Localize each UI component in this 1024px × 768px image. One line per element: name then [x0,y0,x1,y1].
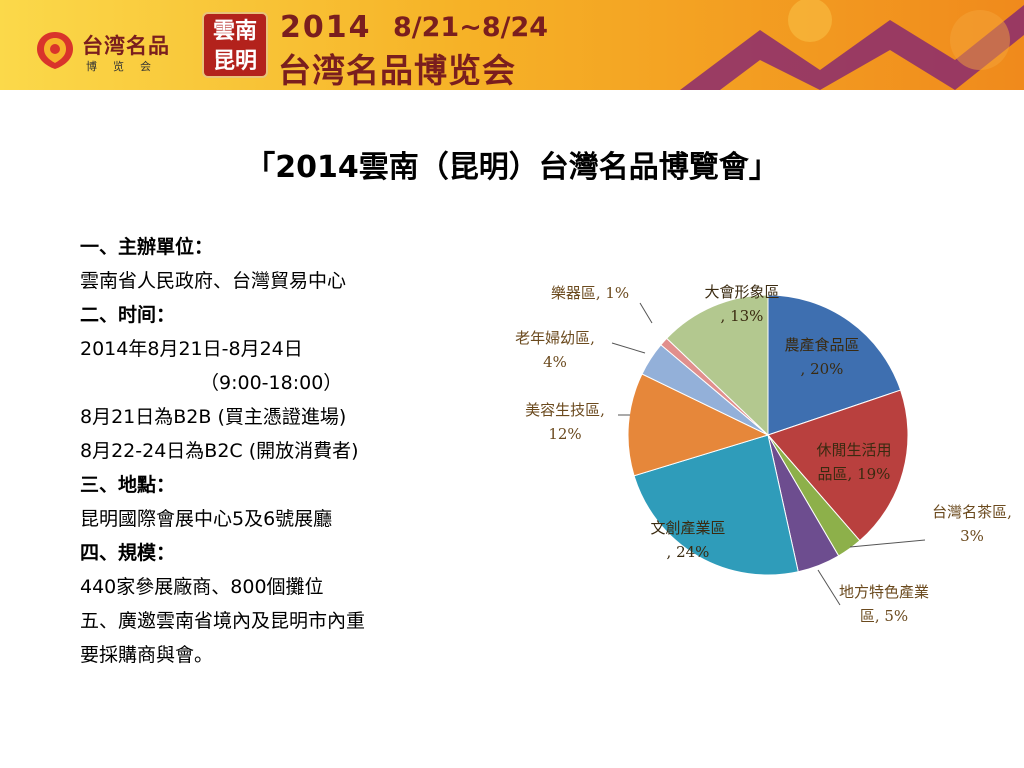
banner-fair-name: 台湾名品博览会 [278,51,516,90]
info-line: 2014年8月21日-8月24日 [80,338,303,360]
pie-slice [767,389,909,542]
slice-label: 老年婦幼區, 4% [515,329,595,371]
slice-label: 台灣名茶區, 3% [932,503,1012,545]
leader-line [817,569,841,606]
slice-label: 文創產業區, 24% [650,519,725,561]
banner-dates: 8/21~8/24 [393,12,549,43]
slice-label: 休閒生活用品區, 19% [816,441,891,483]
info-line: 8月21日為B2B (買主憑證進場) [80,406,347,428]
info-line: （9:00-18:00） [200,372,343,394]
info-line: 440家參展廠商、800個攤位 [80,576,324,598]
slice-label: 樂器區, 1% [551,284,629,302]
section-heading-time: 二、时间： [80,304,176,326]
logo-subtitle: 博览会 [86,60,167,73]
exhibit-area-pie-chart: 農產食品區, 20% 休閒生活用品區, 19% 台灣名茶區, 3%地方特色產業區, 5… [515,283,1012,625]
slice-label: 農產食品區, 20% [784,336,859,378]
badge-line-1: 雲南 [212,19,257,44]
pie-slice [633,434,799,576]
section-heading-scale: 四、規模： [80,542,176,564]
slide-title: 「2014雲南（昆明）台灣名品博覽會」 [245,150,779,185]
section-heading-organizer: 一、主辦單位： [80,236,214,258]
info-line: 雲南省人民政府、台灣貿易中心 [80,270,347,292]
section-heading-venue: 三、地點： [80,474,176,496]
pie-slice [627,373,770,477]
leader-line [639,302,653,324]
fair-logo-icon [37,32,73,69]
banner-year: 2014 [280,10,372,45]
logo-name: 台湾名品 [82,34,170,58]
slice-label: 美容生技區, 12% [525,401,605,443]
city-badge: 雲南 昆明 [202,12,268,78]
leader-line [611,342,646,354]
banner-decoration [680,0,1024,90]
leader-line [849,539,926,548]
info-line: 要採購商與會。 [80,644,214,666]
info-line: 昆明國際會展中心5及6號展廳 [80,508,333,530]
header-banner: 台湾名品 博览会 雲南 昆明 2014 8/21~8/24 台湾名品博览会 [0,0,1024,90]
badge-line-2: 昆明 [212,49,257,74]
info-line: 8月22-24日為B2C (開放消費者) [80,440,359,462]
info-line: 五、廣邀雲南省境內及昆明市內重 [80,610,366,632]
pie-slice [767,294,902,436]
pie-slice [666,294,769,437]
slice-label: 大會形象區, 13% [704,283,779,325]
info-text: 一、主辦單位： 雲南省人民政府、台灣貿易中心 二、时间： 2014年8月21日-… [80,230,520,672]
slice-label: 地方特色產業區, 5% [839,583,929,625]
